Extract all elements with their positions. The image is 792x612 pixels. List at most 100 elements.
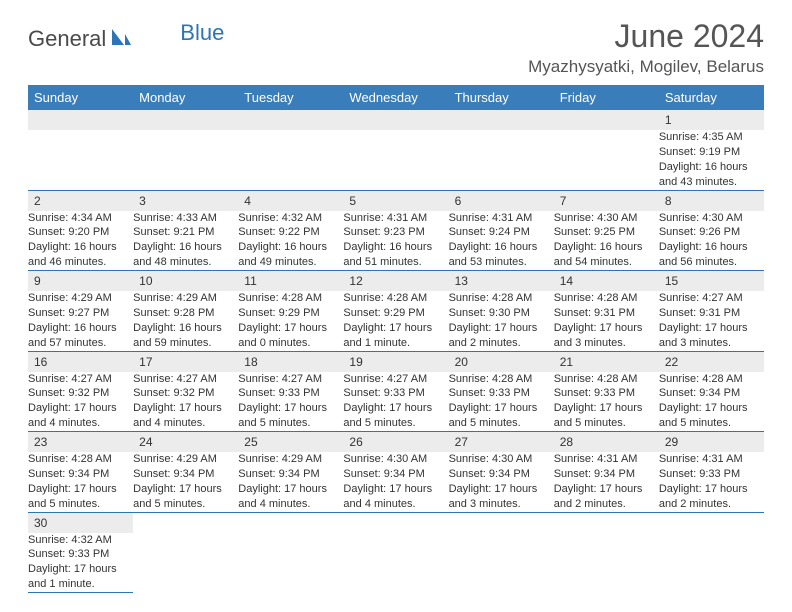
day-cell [28, 130, 133, 190]
sunset: Sunset: 9:22 PM [238, 225, 343, 240]
daylight: Daylight: 17 hours and 2 minutes. [449, 321, 554, 351]
day-number: 23 [28, 432, 133, 453]
sunset: Sunset: 9:26 PM [659, 225, 764, 240]
day-cell [659, 533, 764, 593]
day-number: 20 [449, 351, 554, 372]
day-cell: Sunrise: 4:29 AMSunset: 9:34 PMDaylight:… [133, 452, 238, 512]
day-number [659, 512, 764, 533]
day-number: 26 [343, 432, 448, 453]
day-number: 19 [343, 351, 448, 372]
sunrise: Sunrise: 4:32 AM [28, 533, 133, 548]
logo-text-general: General [28, 26, 106, 52]
day-cell: Sunrise: 4:31 AMSunset: 9:23 PMDaylight:… [343, 211, 448, 271]
sunrise: Sunrise: 4:29 AM [28, 291, 133, 306]
day-number [554, 110, 659, 130]
day-cell [343, 130, 448, 190]
header: General Blue June 2024 Myazhysyatki, Mog… [28, 18, 764, 77]
day-number-row: 1 [28, 110, 764, 130]
sunrise: Sunrise: 4:28 AM [554, 291, 659, 306]
day-number [343, 512, 448, 533]
sunrise: Sunrise: 4:27 AM [133, 372, 238, 387]
day-cell: Sunrise: 4:32 AMSunset: 9:33 PMDaylight:… [28, 533, 133, 593]
day-number: 10 [133, 271, 238, 292]
sunset: Sunset: 9:31 PM [659, 306, 764, 321]
sunrise: Sunrise: 4:30 AM [554, 211, 659, 226]
day-number [449, 110, 554, 130]
day-number-row: 23242526272829 [28, 432, 764, 453]
sunrise: Sunrise: 4:28 AM [449, 372, 554, 387]
daylight: Daylight: 17 hours and 4 minutes. [28, 401, 133, 431]
day-number-row: 2345678 [28, 190, 764, 211]
daylight: Daylight: 17 hours and 5 minutes. [28, 482, 133, 512]
daylight: Daylight: 16 hours and 57 minutes. [28, 321, 133, 351]
sunrise: Sunrise: 4:28 AM [28, 452, 133, 467]
day-cell: Sunrise: 4:28 AMSunset: 9:31 PMDaylight:… [554, 291, 659, 351]
day-number: 9 [28, 271, 133, 292]
day-number [28, 110, 133, 130]
day-number: 21 [554, 351, 659, 372]
sunset: Sunset: 9:34 PM [659, 386, 764, 401]
sunrise: Sunrise: 4:32 AM [238, 211, 343, 226]
sunset: Sunset: 9:32 PM [133, 386, 238, 401]
daylight: Daylight: 16 hours and 51 minutes. [343, 240, 448, 270]
sunset: Sunset: 9:33 PM [659, 467, 764, 482]
day-number-row: 30 [28, 512, 764, 533]
day-number: 25 [238, 432, 343, 453]
sunset: Sunset: 9:21 PM [133, 225, 238, 240]
sunrise: Sunrise: 4:31 AM [659, 452, 764, 467]
day-cell: Sunrise: 4:28 AMSunset: 9:34 PMDaylight:… [28, 452, 133, 512]
day-cell: Sunrise: 4:31 AMSunset: 9:24 PMDaylight:… [449, 211, 554, 271]
sunset: Sunset: 9:34 PM [343, 467, 448, 482]
logo: General Blue [28, 18, 224, 52]
day-header: Friday [554, 85, 659, 110]
sunset: Sunset: 9:29 PM [343, 306, 448, 321]
sunset: Sunset: 9:29 PM [238, 306, 343, 321]
calendar-body: 1Sunrise: 4:35 AMSunset: 9:19 PMDaylight… [28, 110, 764, 593]
day-cell: Sunrise: 4:28 AMSunset: 9:30 PMDaylight:… [449, 291, 554, 351]
location: Myazhysyatki, Mogilev, Belarus [528, 57, 764, 77]
sunrise: Sunrise: 4:27 AM [238, 372, 343, 387]
day-cell: Sunrise: 4:28 AMSunset: 9:34 PMDaylight:… [659, 372, 764, 432]
day-number-row: 9101112131415 [28, 271, 764, 292]
sunset: Sunset: 9:24 PM [449, 225, 554, 240]
day-cell: Sunrise: 4:34 AMSunset: 9:20 PMDaylight:… [28, 211, 133, 271]
daylight: Daylight: 16 hours and 46 minutes. [28, 240, 133, 270]
calendar-table: SundayMondayTuesdayWednesdayThursdayFrid… [28, 85, 764, 593]
day-cell: Sunrise: 4:28 AMSunset: 9:33 PMDaylight:… [554, 372, 659, 432]
day-number [554, 512, 659, 533]
day-header: Sunday [28, 85, 133, 110]
daylight: Daylight: 16 hours and 43 minutes. [659, 160, 764, 190]
day-cell: Sunrise: 4:27 AMSunset: 9:32 PMDaylight:… [28, 372, 133, 432]
logo-text-blue: Blue [180, 20, 224, 46]
day-number: 11 [238, 271, 343, 292]
day-cell: Sunrise: 4:30 AMSunset: 9:26 PMDaylight:… [659, 211, 764, 271]
daylight: Daylight: 17 hours and 5 minutes. [449, 401, 554, 431]
sunset: Sunset: 9:28 PM [133, 306, 238, 321]
day-cell [554, 533, 659, 593]
day-number: 28 [554, 432, 659, 453]
day-header: Tuesday [238, 85, 343, 110]
sunrise: Sunrise: 4:30 AM [343, 452, 448, 467]
day-cell [133, 130, 238, 190]
day-number [238, 110, 343, 130]
sunrise: Sunrise: 4:34 AM [28, 211, 133, 226]
day-number: 6 [449, 190, 554, 211]
sunrise: Sunrise: 4:29 AM [133, 291, 238, 306]
daylight: Daylight: 16 hours and 48 minutes. [133, 240, 238, 270]
day-cell: Sunrise: 4:29 AMSunset: 9:28 PMDaylight:… [133, 291, 238, 351]
day-number [343, 110, 448, 130]
daylight: Daylight: 17 hours and 5 minutes. [659, 401, 764, 431]
day-cell: Sunrise: 4:31 AMSunset: 9:33 PMDaylight:… [659, 452, 764, 512]
day-number [238, 512, 343, 533]
week-row: Sunrise: 4:29 AMSunset: 9:27 PMDaylight:… [28, 291, 764, 351]
day-header: Wednesday [343, 85, 448, 110]
daylight: Daylight: 16 hours and 49 minutes. [238, 240, 343, 270]
day-cell: Sunrise: 4:30 AMSunset: 9:25 PMDaylight:… [554, 211, 659, 271]
sunset: Sunset: 9:20 PM [28, 225, 133, 240]
day-cell [238, 130, 343, 190]
sunrise: Sunrise: 4:31 AM [554, 452, 659, 467]
day-cell [238, 533, 343, 593]
day-number: 1 [659, 110, 764, 130]
sunrise: Sunrise: 4:29 AM [133, 452, 238, 467]
sunrise: Sunrise: 4:28 AM [449, 291, 554, 306]
